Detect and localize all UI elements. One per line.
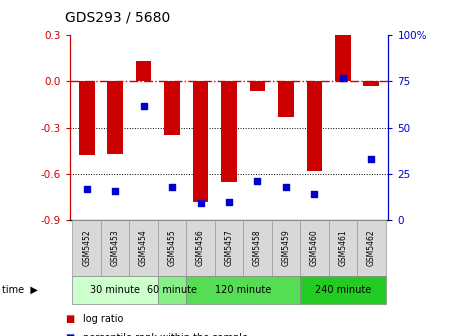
Point — [225, 199, 233, 204]
Text: GSM5462: GSM5462 — [367, 229, 376, 266]
Text: percentile rank within the sample: percentile rank within the sample — [83, 333, 248, 336]
Point — [83, 186, 90, 192]
Text: 240 minute: 240 minute — [315, 285, 371, 295]
Text: GSM5455: GSM5455 — [167, 229, 176, 266]
Text: GSM5454: GSM5454 — [139, 229, 148, 266]
Point — [197, 201, 204, 206]
Text: 60 minute: 60 minute — [147, 285, 197, 295]
Bar — [335, 35, 351, 81]
Point — [111, 188, 119, 193]
Bar — [136, 61, 151, 81]
Bar — [79, 81, 94, 155]
Text: GSM5461: GSM5461 — [339, 229, 348, 266]
Bar — [221, 81, 237, 181]
Bar — [278, 81, 294, 117]
Text: log ratio: log ratio — [83, 314, 123, 324]
Point — [339, 75, 347, 81]
Point — [140, 103, 147, 108]
Text: 30 minute: 30 minute — [90, 285, 140, 295]
Bar — [364, 81, 379, 86]
Text: GSM5459: GSM5459 — [282, 229, 291, 266]
Point — [168, 184, 176, 190]
Text: GDS293 / 5680: GDS293 / 5680 — [65, 10, 170, 24]
Bar — [164, 81, 180, 135]
Text: ■: ■ — [65, 314, 75, 324]
Text: GSM5456: GSM5456 — [196, 229, 205, 266]
Text: GSM5460: GSM5460 — [310, 229, 319, 266]
Text: GSM5457: GSM5457 — [224, 229, 233, 266]
Bar — [307, 81, 322, 171]
Bar — [250, 81, 265, 91]
Text: time  ▶: time ▶ — [2, 285, 38, 295]
Text: GSM5453: GSM5453 — [110, 229, 119, 266]
Point — [368, 157, 375, 162]
Point — [282, 184, 290, 190]
Text: ■: ■ — [65, 333, 75, 336]
Point — [311, 192, 318, 197]
Text: GSM5452: GSM5452 — [82, 229, 91, 266]
Bar — [107, 81, 123, 154]
Point — [254, 179, 261, 184]
Bar — [193, 81, 208, 202]
Text: GSM5458: GSM5458 — [253, 229, 262, 266]
Text: 120 minute: 120 minute — [215, 285, 271, 295]
